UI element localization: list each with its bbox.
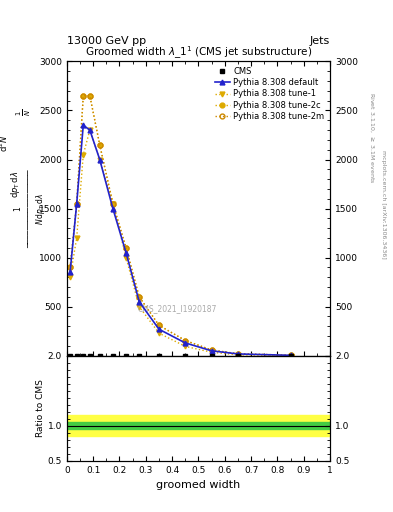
Text: 1
─────────────────
$N\,\mathrm{d}p_T\,\mathrm{d}\lambda$: 1 ───────────────── $N\,\mathrm{d}p_T\,\… (13, 169, 47, 248)
Text: CMS_2021_I1920187: CMS_2021_I1920187 (138, 304, 217, 313)
Text: Jets: Jets (310, 35, 330, 46)
Legend: CMS, Pythia 8.308 default, Pythia 8.308 tune-1, Pythia 8.308 tune-2c, Pythia 8.3: CMS, Pythia 8.308 default, Pythia 8.308 … (213, 66, 326, 122)
Text: Rivet 3.1.10, $\geq$ 3.1M events: Rivet 3.1.10, $\geq$ 3.1M events (367, 93, 375, 184)
X-axis label: groomed width: groomed width (156, 480, 241, 490)
Text: $\mathrm{d}p_\mathrm{T}\,\mathrm{d}\lambda$: $\mathrm{d}p_\mathrm{T}\,\mathrm{d}\lamb… (9, 170, 22, 198)
Text: mcplots.cern.ch [arXiv:1306.3436]: mcplots.cern.ch [arXiv:1306.3436] (381, 151, 386, 259)
Text: $\mathrm{d}^2N$: $\mathrm{d}^2N$ (0, 135, 10, 152)
Y-axis label: Ratio to CMS: Ratio to CMS (36, 379, 45, 437)
Title: Groomed width $\lambda\_1^1$ (CMS jet substructure): Groomed width $\lambda\_1^1$ (CMS jet su… (85, 45, 312, 61)
Text: $\frac{1}{N}$: $\frac{1}{N}$ (15, 109, 33, 116)
Text: 13000 GeV pp: 13000 GeV pp (67, 35, 146, 46)
